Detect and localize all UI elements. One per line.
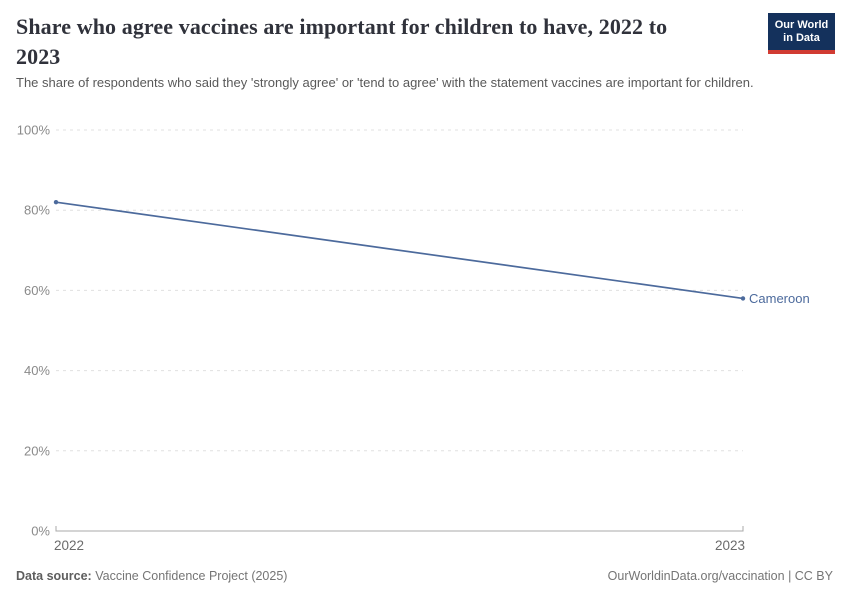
data-source: Data source: Vaccine Confidence Project … [16, 568, 287, 584]
owid-logo-line1: Our World [774, 19, 829, 31]
y-axis-tick-label: 80% [24, 203, 50, 218]
owid-logo[interactable]: Our World in Data [768, 13, 835, 54]
data-point [53, 199, 59, 205]
y-axis-tick-label: 40% [24, 363, 50, 378]
y-axis-tick-label: 60% [24, 283, 50, 298]
y-axis-tick-label: 100% [17, 123, 51, 138]
owid-logo-line2: in Data [783, 32, 820, 44]
data-source-label: Data source: [16, 569, 92, 583]
y-axis-tick-label: 20% [24, 443, 50, 458]
x-axis-year-label: 2023 [715, 538, 745, 553]
chart-subtitle: The share of respondents who said they '… [16, 75, 754, 90]
x-axis-line [55, 526, 744, 532]
series-line-cameroon [55, 201, 744, 300]
series-label-cameroon[interactable]: Cameroon [749, 291, 810, 306]
x-axis-year-label: 2022 [54, 538, 84, 553]
y-axis-tick-label: 0% [31, 524, 50, 539]
data-point [740, 296, 746, 301]
chart-footer: Data source: Vaccine Confidence Project … [16, 568, 833, 584]
data-source-value: Vaccine Confidence Project (2025) [95, 569, 288, 583]
credit-line: OurWorldinData.org/vaccination | CC BY [607, 569, 833, 583]
page-title: Share who agree vaccines are important f… [16, 14, 668, 69]
